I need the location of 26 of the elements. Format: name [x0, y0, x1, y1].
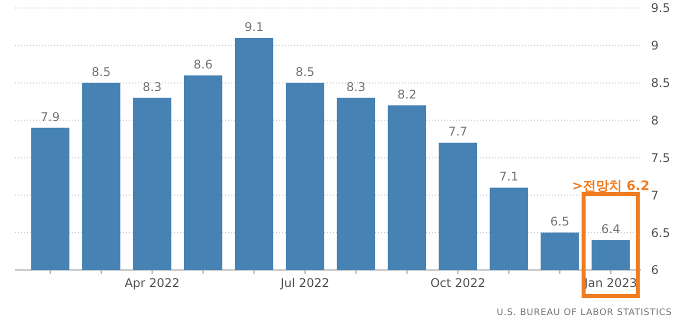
y-tick-label: 6.5: [651, 226, 670, 240]
data-label: 6.5: [550, 214, 570, 229]
data-label: 8.5: [92, 64, 111, 79]
data-label: 9.1: [244, 20, 264, 34]
y-tick-label: 8: [651, 113, 659, 128]
y-tick-label: 7: [651, 188, 659, 202]
data-label: 8.3: [346, 80, 366, 94]
data-label: 8.5: [295, 64, 315, 79]
x-tick-label: Jul 2022: [280, 276, 330, 290]
x-tick-label: Apr 2022: [124, 276, 180, 290]
x-tick-label: Oct 2022: [430, 276, 486, 290]
data-label: 7.1: [499, 170, 518, 184]
x-tick-label: Jan 2023: [583, 276, 638, 290]
y-tick-label: 6: [651, 263, 659, 278]
data-label: 7.7: [448, 124, 468, 139]
data-label: 7.9: [40, 110, 60, 124]
y-tick-label: 9: [651, 38, 659, 53]
y-tick-label: 8.5: [651, 76, 670, 90]
data-label: 8.6: [194, 57, 213, 72]
text: U.S. BUREAU OF LABOR STATISTICS: [496, 308, 672, 318]
y-tick-label: 9.5: [651, 1, 670, 16]
data-label: 6.4: [601, 222, 620, 236]
annotation: >전망치 6.2: [572, 179, 650, 194]
y-tick-label: 7.5: [651, 150, 670, 165]
data-label: 8.2: [397, 87, 416, 102]
data-label: 8.3: [142, 80, 162, 94]
